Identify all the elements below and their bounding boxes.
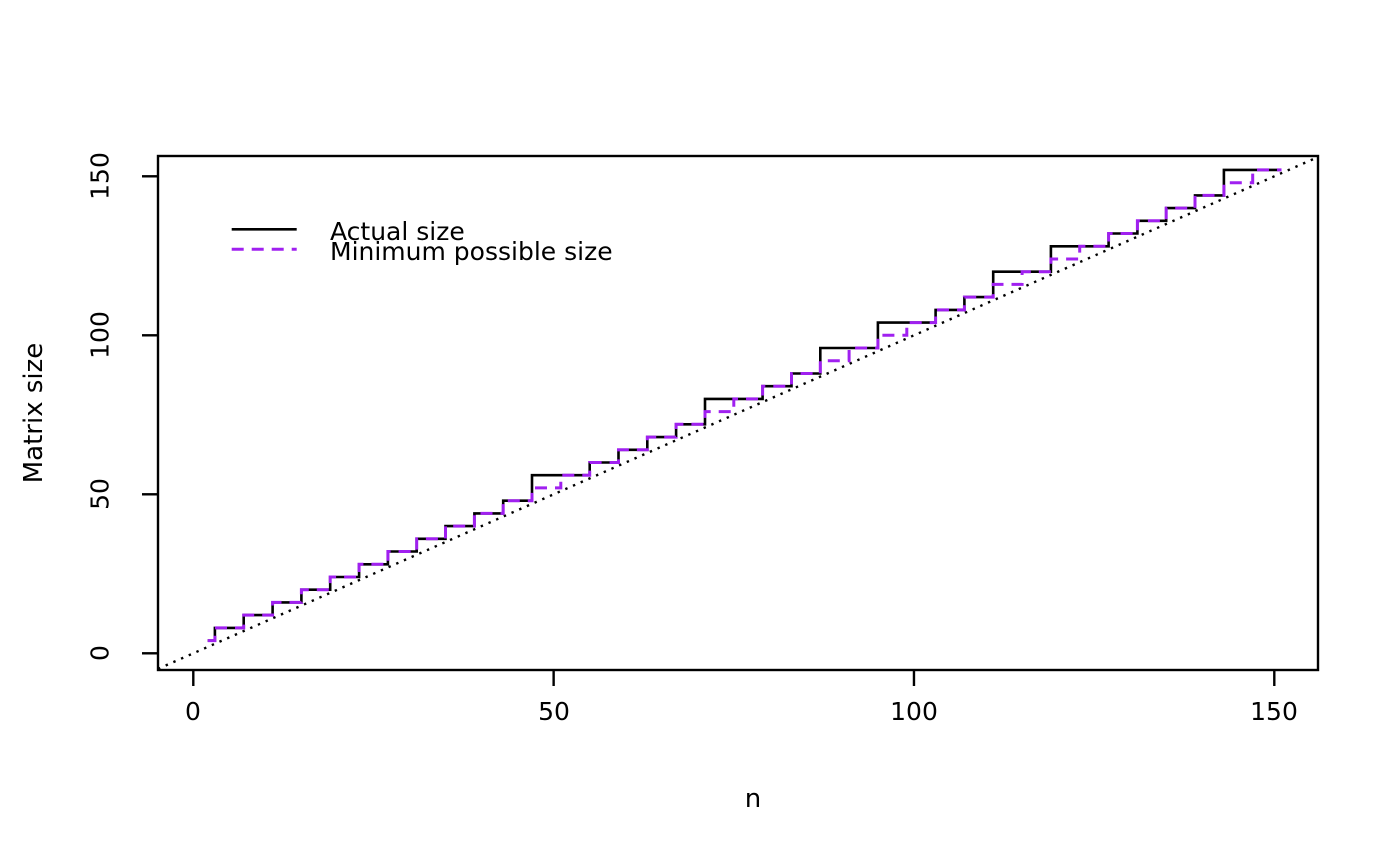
- y-tick-label-150: 150: [85, 152, 115, 200]
- x-tick-label-150: 150: [1250, 697, 1298, 726]
- x-tick-label-0: 0: [185, 697, 201, 726]
- y-axis-title: Matrix size: [19, 342, 49, 484]
- x-tick-label-100: 100: [890, 697, 938, 726]
- y-tick-label-0: 0: [85, 645, 115, 661]
- plot-border: [156, 154, 1320, 672]
- identity-reference-line: [157, 156, 1319, 670]
- minimum-size-step-line: [207, 168, 1282, 643]
- y-tick-label-100: 100: [85, 311, 115, 359]
- legend-label-minimum-size: Minimum possible size: [330, 237, 613, 266]
- legend-label-actual-size: Actual size: [330, 217, 465, 246]
- x-tick-label-50: 50: [538, 697, 570, 726]
- x-axis-title: n: [744, 784, 762, 814]
- y-tick-label-50: 50: [85, 478, 115, 510]
